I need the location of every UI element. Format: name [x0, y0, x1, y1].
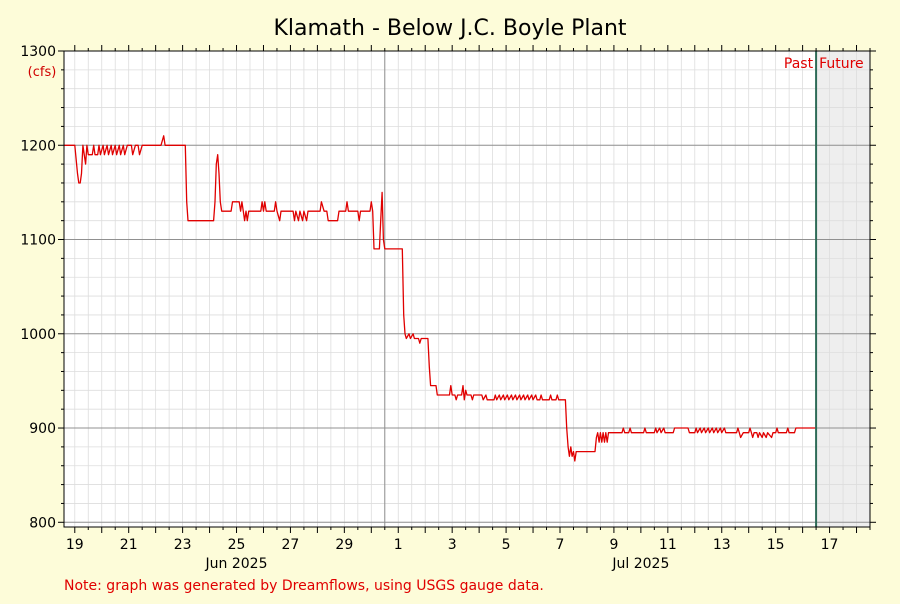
y-tick-label: 1100: [20, 233, 56, 249]
x-tick-label: 5: [502, 537, 511, 553]
past-label: Past: [784, 56, 814, 72]
x-tick-label: 27: [282, 537, 300, 553]
plot-background: [64, 51, 870, 527]
y-tick-label: 900: [29, 421, 56, 437]
chart-title: Klamath - Below J.C. Boyle Plant: [273, 16, 626, 41]
x-tick-label: 3: [448, 537, 457, 553]
x-tick-label: 1: [394, 537, 403, 553]
x-tick-label: 9: [609, 537, 618, 553]
footer-note: Note: graph was generated by Dreamflows,…: [64, 578, 544, 594]
plot-border: [63, 50, 871, 528]
y-tick-label: 1000: [20, 327, 56, 343]
y-tick-label: 800: [29, 515, 56, 531]
x-tick-label: 15: [767, 537, 785, 553]
x-tick-label: 23: [174, 537, 192, 553]
x-tick-label: 13: [713, 537, 731, 553]
x-tick-label: 21: [120, 537, 138, 553]
x-month-label: Jul 2025: [611, 556, 669, 572]
x-month-label: Jun 2025: [205, 556, 268, 572]
x-tick-label: 29: [335, 537, 353, 553]
future-label: Future: [819, 56, 864, 72]
x-tick-label: 7: [556, 537, 565, 553]
y-axis-unit-label: (cfs): [28, 65, 57, 80]
x-tick-label: 17: [821, 537, 839, 553]
x-tick-label: 19: [66, 537, 84, 553]
series-line-flow: [64, 135, 817, 462]
y-tick-label: 1300: [20, 44, 56, 60]
x-tick-label: 25: [228, 537, 246, 553]
y-tick-label: 1200: [20, 138, 56, 154]
x-tick-label: 11: [659, 537, 677, 553]
